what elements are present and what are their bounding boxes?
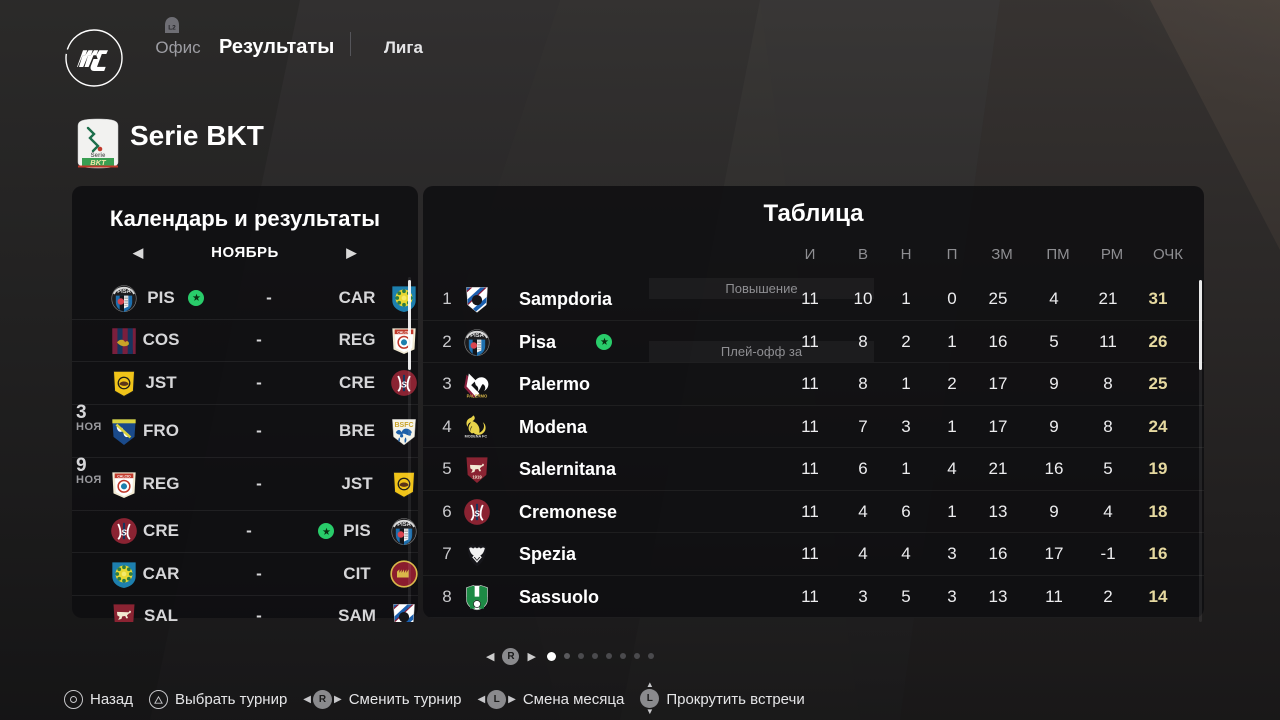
svg-text:L2: L2 [168,25,176,32]
